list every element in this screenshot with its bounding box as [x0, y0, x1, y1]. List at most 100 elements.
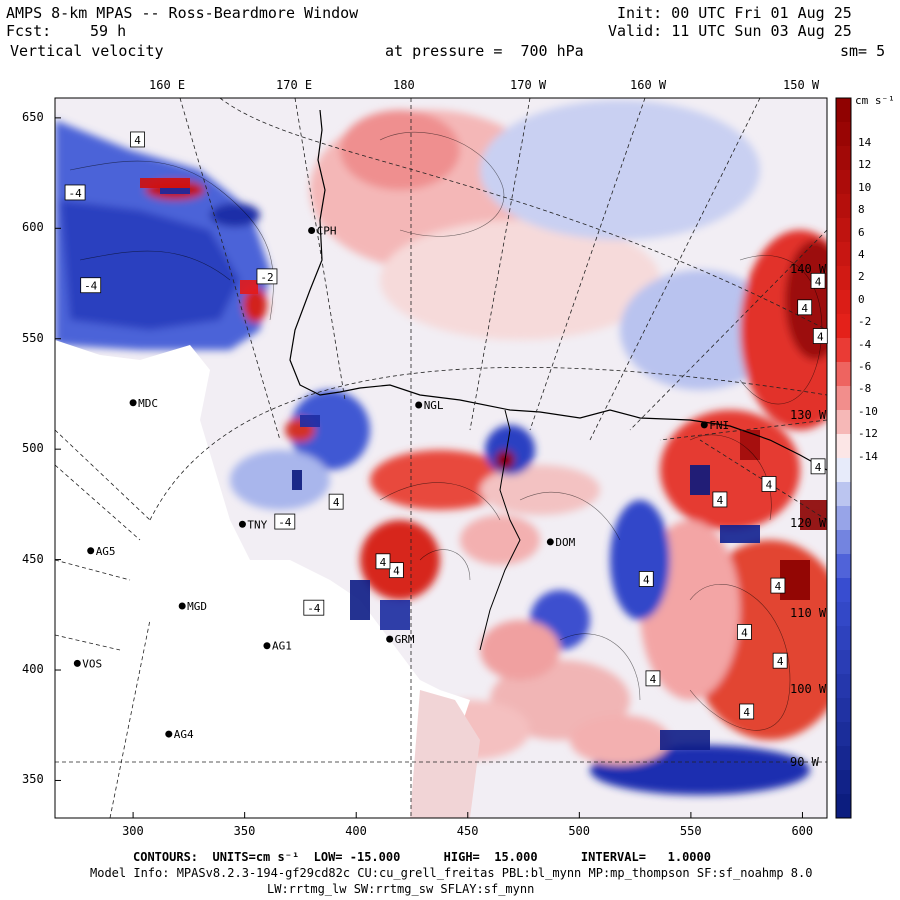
colorbar-label: -12 [858, 427, 878, 441]
colorbar-segment [836, 770, 851, 795]
colorbar-segment [836, 290, 851, 315]
y-tick-label: 450 [22, 551, 44, 566]
colorbar-label: -8 [858, 382, 872, 396]
forecast-label: Fcst: [6, 22, 52, 40]
x-tick-label: 500 [568, 824, 591, 838]
contour-label-box [712, 491, 728, 508]
valid-time: Valid: 11 UTC Sun 03 Aug 25 [608, 22, 852, 40]
colorbar-segment [836, 722, 851, 747]
contour-label: 4 [775, 580, 782, 593]
station-label: AG1 [272, 640, 292, 653]
contour-label-box [130, 131, 145, 148]
x-tick-label: 450 [456, 824, 479, 838]
top-lon-label: 160 E [149, 78, 186, 92]
pressure-level: at pressure = 700 hPa [385, 42, 584, 60]
y-tick-label: 550 [22, 330, 44, 345]
contour-label: 4 [777, 655, 784, 668]
right-lon-label: 140 W [790, 262, 827, 276]
colorbar-segment [836, 410, 851, 435]
contour-label-box [812, 328, 828, 344]
contours-info: CONTOURS: UNITS=cm s⁻¹ LOW= -15.000 HIGH… [133, 850, 711, 864]
contour-label: 4 [815, 275, 822, 288]
station-label: MGD [187, 600, 207, 613]
contour-label: 4 [741, 626, 748, 639]
contour-label-box [770, 577, 786, 594]
contour-label: 4 [380, 556, 387, 569]
top-lon-label: 160 W [630, 78, 667, 92]
contour-label: -2 [260, 271, 273, 284]
contour-label-box [797, 299, 813, 316]
model-info-physics: LW:rrtmg_lw SW:rrtmg_sw SFLAY:sf_mynn [267, 882, 535, 896]
contour-label-box [737, 624, 752, 640]
contour-label: 4 [134, 134, 141, 147]
station-marker [165, 730, 173, 738]
colorbar-label: 12 [858, 158, 872, 172]
contour-label-box [739, 703, 755, 720]
x-tick-label: 400 [345, 824, 367, 838]
colorbar-segment [836, 242, 851, 267]
colorbar-label: 10 [858, 180, 872, 194]
contour-label-box [810, 458, 826, 475]
station-marker [73, 659, 81, 667]
colorbar-label: 14 [858, 136, 872, 149]
colorbar-label: -2 [858, 315, 872, 329]
contour-label-box [80, 277, 102, 294]
colorbar-segment [836, 578, 851, 603]
station-marker [178, 602, 186, 610]
contour-label: -4 [68, 187, 82, 200]
station-marker [87, 547, 95, 555]
station-label: GRM [395, 633, 415, 646]
colorbar-segment [836, 506, 851, 531]
colorbar-label: -6 [858, 360, 872, 373]
right-lon-label: 120 W [790, 516, 827, 530]
y-tick-label: 650 [22, 109, 44, 124]
field-name: Vertical velocity [10, 42, 164, 60]
colorbar-segment [836, 602, 851, 627]
colorbar-segment [836, 362, 851, 387]
colorbar-segment [836, 458, 851, 483]
station-marker [238, 520, 246, 528]
y-tick-label: 350 [22, 772, 44, 787]
contour-label: 4 [817, 331, 824, 344]
colorbar-segment [836, 530, 851, 555]
contour-label: 4 [717, 494, 724, 507]
contour-label-box [375, 553, 391, 570]
model-info: Model Info: MPASv8.2.3-194-gf29cd82c CU:… [90, 866, 813, 880]
x-tick-label: 600 [791, 824, 814, 838]
station-label: NGL [424, 399, 444, 412]
colorbar-units: cm s⁻¹ [855, 94, 895, 107]
colorbar-segment [836, 698, 851, 723]
x-tick-label: 350 [233, 824, 256, 838]
colorbar-label: -14 [858, 449, 878, 463]
station-marker [415, 401, 423, 409]
colorbar-segment [836, 146, 851, 171]
right-lon-label: 110 W [790, 606, 827, 620]
top-lon-label: 150 W [783, 78, 820, 92]
contour-label: -4 [278, 516, 292, 529]
colorbar-segment [836, 626, 851, 651]
contour-label-box [645, 670, 661, 687]
station-marker [386, 635, 394, 643]
contour-label-box [761, 476, 777, 492]
colorbar-segment [836, 314, 851, 339]
contour-label: -4 [307, 602, 321, 615]
colorbar-segment [836, 194, 851, 219]
contour-label-box [388, 562, 404, 579]
contour-label: 4 [743, 706, 750, 719]
colorbar-label: 8 [858, 203, 865, 217]
station-label: VOS [82, 657, 102, 670]
smoothing: sm= 5 [840, 42, 886, 60]
colorbar-segment [836, 218, 851, 243]
colorbar-segment [836, 434, 851, 459]
station-label: MDC [138, 397, 158, 410]
station-marker [700, 421, 708, 429]
colorbar-segment [836, 746, 851, 771]
station-label: DOM [555, 536, 575, 549]
contour-label-box [772, 652, 788, 669]
contour-label-box [64, 184, 86, 201]
contour-label: -4 [84, 280, 98, 293]
map-title: AMPS 8-km MPAS -- Ross-Beardmore Window [6, 4, 359, 22]
top-lon-label: 180 [393, 78, 415, 92]
station-label: FNI [709, 419, 729, 432]
contour-label: 4 [333, 496, 340, 509]
